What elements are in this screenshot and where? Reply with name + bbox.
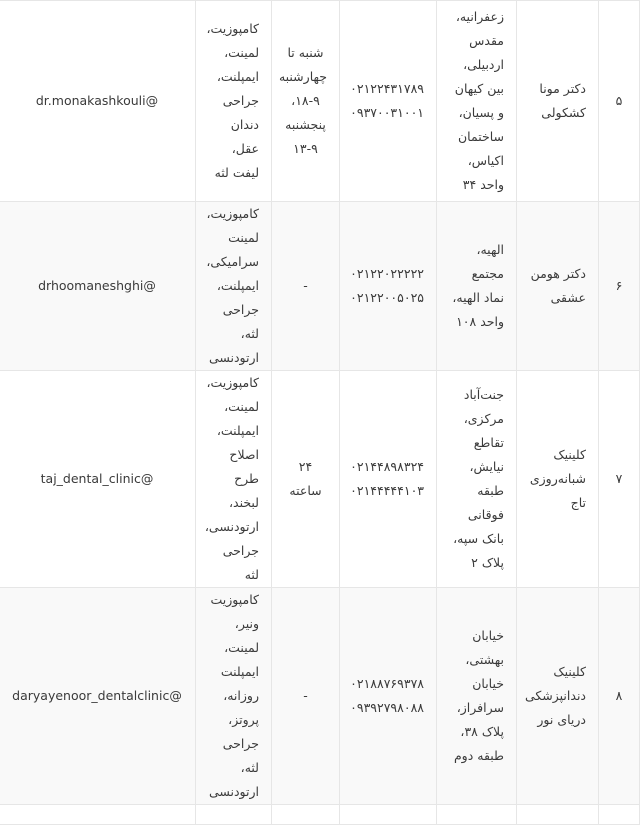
working-hours-text: - [303, 688, 308, 703]
phones: ۰۲۱۸۸۷۶۹۳۷۸ ۰۹۳۹۲۷۹۸۰۸۸ [339, 587, 437, 805]
table-row: ۷ کلینیک شبانه‌روزی تاج جنت‌آباد مرکزی، تق… [0, 370, 640, 588]
services: کامپوزیت، لمینت سرامیکی، ایمپلنت، جراحی … [195, 201, 272, 371]
clinic-name: کلینیک دندانپزشکی دریای نور [516, 587, 599, 805]
phone-number[interactable]: ۰۲۱۴۴۴۴۴۱۰۳ [350, 483, 424, 498]
phones: ۰۲۱۲۲۰۲۲۲۲۲ ۰۲۱۲۲۰۰۵۰۲۵ [339, 201, 437, 371]
services-text: کامپوزیت، لمینت سرامیکی، ایمپلنت، جراحی … [206, 206, 259, 365]
row-number-text: ۷ [615, 471, 623, 486]
instagram-link-text[interactable]: @drhoomaneshghi [38, 278, 156, 293]
phones: ۰۲۱۴۴۸۹۸۳۲۴ ۰۲۱۴۴۴۴۴۱۰۳ [339, 370, 437, 588]
clinic-name: دکتر مونا کشکولی [516, 0, 599, 202]
clinic-name: کلینیک شبانه‌روزی تاج [516, 370, 599, 588]
clinic-name-text: دکتر مونا کشکولی [539, 81, 586, 120]
row-number: ۶ [598, 201, 640, 371]
address: زعفرانیه، مقدس اردبیلی، بین کیهان و پسیا… [436, 0, 517, 202]
instagram-link-text[interactable]: @taj_dental_clinic [40, 471, 154, 486]
row-number: ۵ [598, 0, 640, 202]
working-hours: شنبه تا چهارشنبه ۹-۱۸، پنجشنبه ۹-۱۳ [271, 0, 340, 202]
row-number-text: ۸ [615, 688, 623, 703]
table-row: ۵ دکتر مونا کشکولی زعفرانیه، مقدس اردبیلی،… [0, 0, 640, 202]
instagram-link-text[interactable]: @dr.monakashkouli [35, 93, 159, 108]
phone-number[interactable]: ۰۹۳۹۲۷۹۸۰۸۸ [350, 700, 424, 715]
phone-number[interactable]: ۰۲۱۴۴۸۹۸۳۲۴ [350, 459, 424, 474]
address-text: جنت‌آباد مرکزی، تقاطع نیایش، طبقه فوقانی… [453, 387, 504, 570]
services: کامپوزیت ونیر، لمینت، ایمپلنت روزانه، پر… [195, 587, 272, 805]
row-number-text: ۶ [615, 278, 623, 293]
working-hours: - [271, 201, 340, 371]
working-hours-text: ۲۴ ساعته [289, 459, 322, 498]
working-hours: - [271, 587, 340, 805]
row-number-text: ۵ [615, 93, 623, 108]
phone-number[interactable]: ۰۲۱۸۸۷۶۹۳۷۸ [350, 676, 424, 691]
empty-cell [0, 804, 196, 825]
services: کامپوزیت، لمینت، ایمپلنت، اصلاح طرح لبخن… [195, 370, 272, 588]
phone-number[interactable]: ۰۹۳۷۰۰۳۱۰۰۱ [350, 105, 424, 120]
services-text: کامپوزیت، لمینت، ایمپلنت، جراحی دندان عق… [206, 21, 259, 180]
empty-cell [195, 804, 272, 825]
clinic-name-text: کلینیک شبانه‌روزی تاج [529, 447, 586, 510]
services-text: کامپوزیت ونیر، لمینت، ایمپلنت روزانه، پر… [208, 592, 259, 799]
phone-number[interactable]: ۰۲۱۲۲۰۲۲۲۲۲ [350, 266, 424, 281]
instagram-link: @drhoomaneshghi [0, 201, 196, 371]
address: الهیه، مجتمع نماد الهیه، واحد ۱۰۸ [436, 201, 517, 371]
clinic-name-text: دکتر هومن عشقی [530, 266, 586, 305]
empty-cell [339, 804, 437, 825]
phone-number[interactable]: ۰۲۱۲۲۴۳۱۷۸۹ [350, 81, 424, 96]
address-text: الهیه، مجتمع نماد الهیه، واحد ۱۰۸ [452, 242, 504, 329]
phone-number[interactable]: ۰۲۱۲۲۰۰۵۰۲۵ [350, 290, 424, 305]
services-text: کامپوزیت، لمینت، ایمپلنت، اصلاح طرح لبخن… [204, 375, 259, 582]
instagram-link: @dr.monakashkouli [0, 0, 196, 202]
row-number: ۷ [598, 370, 640, 588]
services: کامپوزیت، لمینت، ایمپلنت، جراحی دندان عق… [195, 0, 272, 202]
clinic-name: دکتر هومن عشقی [516, 201, 599, 371]
instagram-link: @taj_dental_clinic [0, 370, 196, 588]
address: خیابان بهشتی، خیابان سرافراز، پلاک ۳۸، ط… [436, 587, 517, 805]
empty-cell [271, 804, 340, 825]
working-hours-text: - [303, 278, 308, 293]
table-row [0, 804, 640, 825]
empty-cell [516, 804, 599, 825]
table-row: ۶ دکتر هومن عشقی الهیه، مجتمع نماد الهیه، … [0, 201, 640, 371]
instagram-link: @daryayenoor_dentalclinic [0, 587, 196, 805]
address-text: زعفرانیه، مقدس اردبیلی، بین کیهان و پسیا… [454, 9, 504, 192]
empty-cell [436, 804, 517, 825]
table-row: ۸ کلینیک دندانپزشکی دریای نور خیابان بهشتی… [0, 587, 640, 805]
row-number: ۸ [598, 587, 640, 805]
clinic-name-text: کلینیک دندانپزشکی دریای نور [524, 664, 586, 727]
working-hours-text: شنبه تا چهارشنبه ۹-۱۸، پنجشنبه ۹-۱۳ [278, 45, 327, 156]
phones: ۰۲۱۲۲۴۳۱۷۸۹ ۰۹۳۷۰۰۳۱۰۰۱ [339, 0, 437, 202]
address-text: خیابان بهشتی، خیابان سرافراز، پلاک ۳۸، ط… [453, 628, 504, 763]
working-hours: ۲۴ ساعته [271, 370, 340, 588]
address: جنت‌آباد مرکزی، تقاطع نیایش، طبقه فوقانی… [436, 370, 517, 588]
empty-cell [598, 804, 640, 825]
instagram-link-text[interactable]: @daryayenoor_dentalclinic [12, 688, 182, 703]
